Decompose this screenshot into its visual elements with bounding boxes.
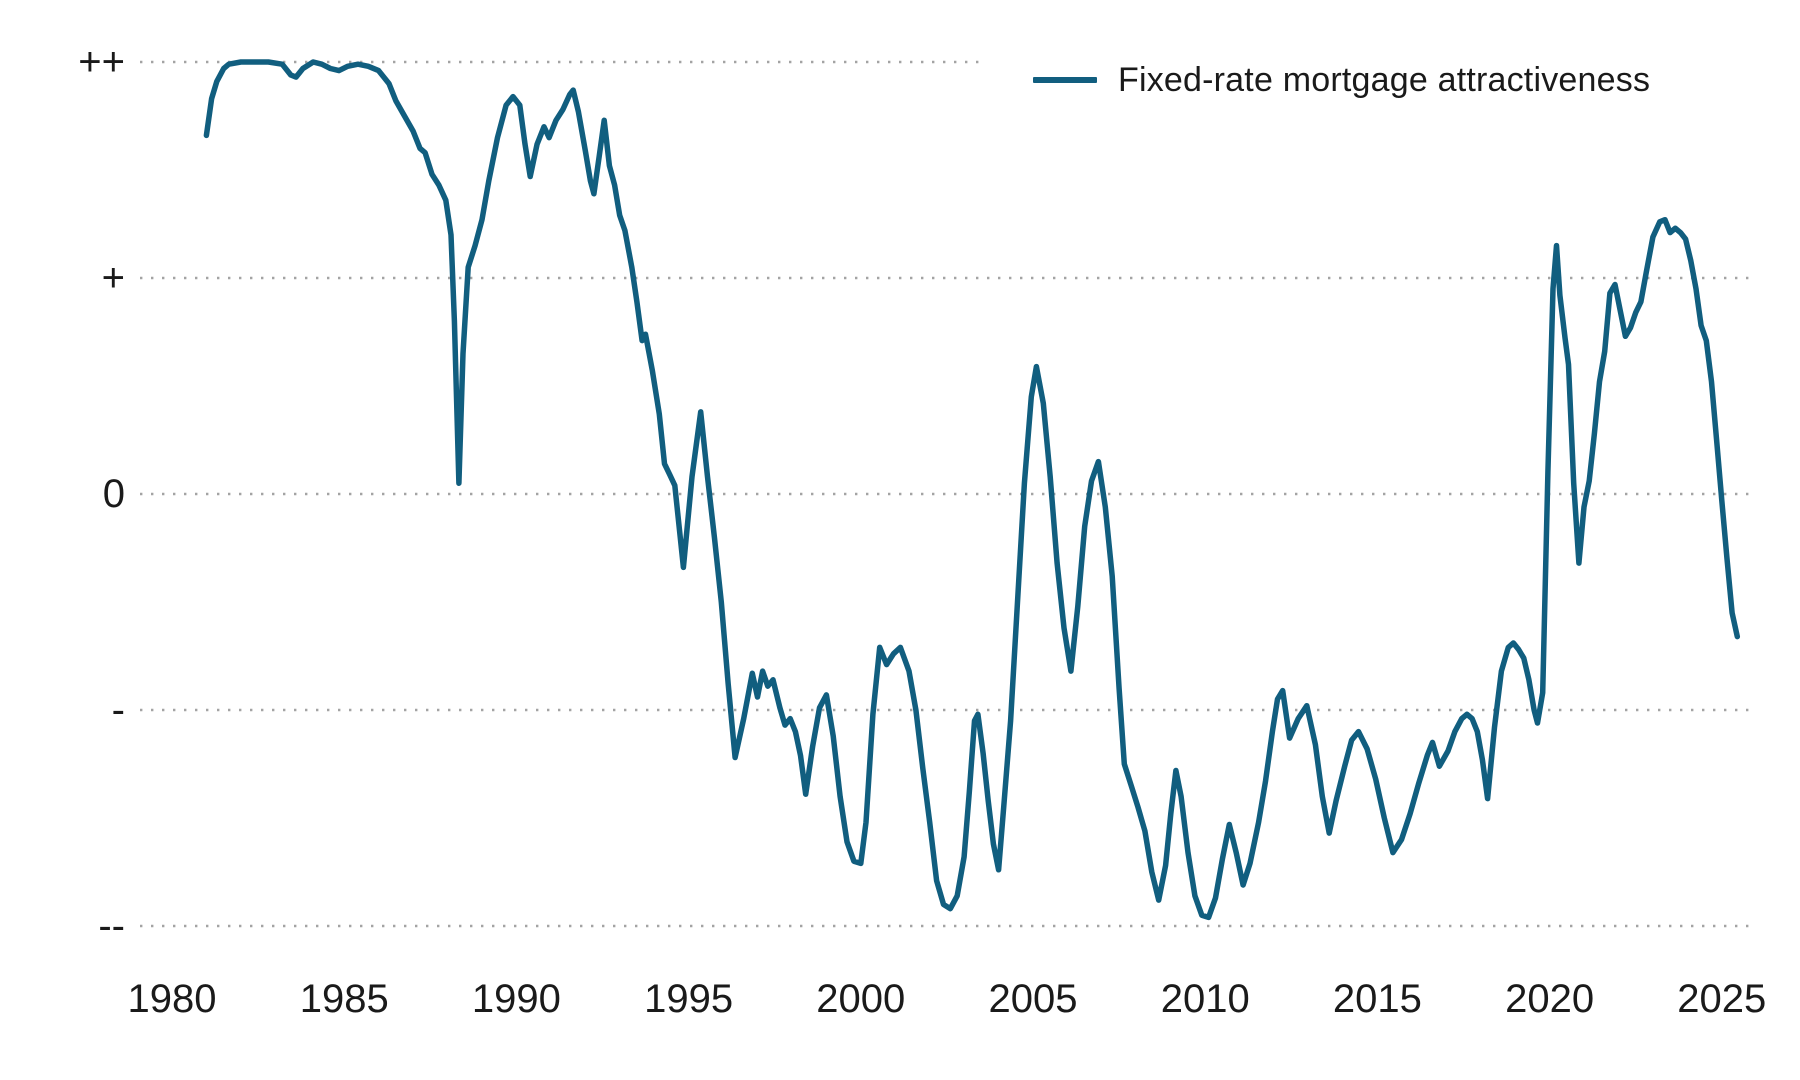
x-axis-label-2010: 2010: [1161, 977, 1250, 1021]
y-axis-label--: -: [112, 688, 125, 732]
legend-label: Fixed-rate mortgage attractiveness: [1118, 60, 1651, 99]
legend-line-swatch: [1033, 77, 1097, 83]
y-axis-labels: +++0---: [78, 40, 125, 948]
y-axis-label-++: ++: [78, 40, 125, 84]
x-axis-label-2025: 2025: [1677, 977, 1766, 1021]
x-axis-label-2020: 2020: [1505, 977, 1594, 1021]
legend: Fixed-rate mortgage attractiveness: [995, 46, 1679, 114]
y-axis-label-0: 0: [103, 472, 125, 516]
x-axis-label-2015: 2015: [1333, 977, 1422, 1021]
y-axis-label-+: +: [102, 256, 125, 300]
x-axis-label-1985: 1985: [300, 977, 389, 1021]
series-line-fixed-rate-mortgage-attractiveness: [203, 59, 1741, 921]
x-axis-label-1995: 1995: [644, 977, 733, 1021]
y-axis-label---: --: [98, 904, 125, 948]
x-axis-labels: 1980 1985 1990 1995 2000 2005 2010 2015 2020 2025: [128, 977, 1767, 1021]
gridlines: [140, 60, 1757, 928]
x-axis-label-1990: 1990: [472, 977, 561, 1021]
x-axis-label-2000: 2000: [816, 977, 905, 1021]
x-axis-label-1980: 1980: [128, 977, 217, 1021]
x-axis-label-2005: 2005: [989, 977, 1078, 1021]
